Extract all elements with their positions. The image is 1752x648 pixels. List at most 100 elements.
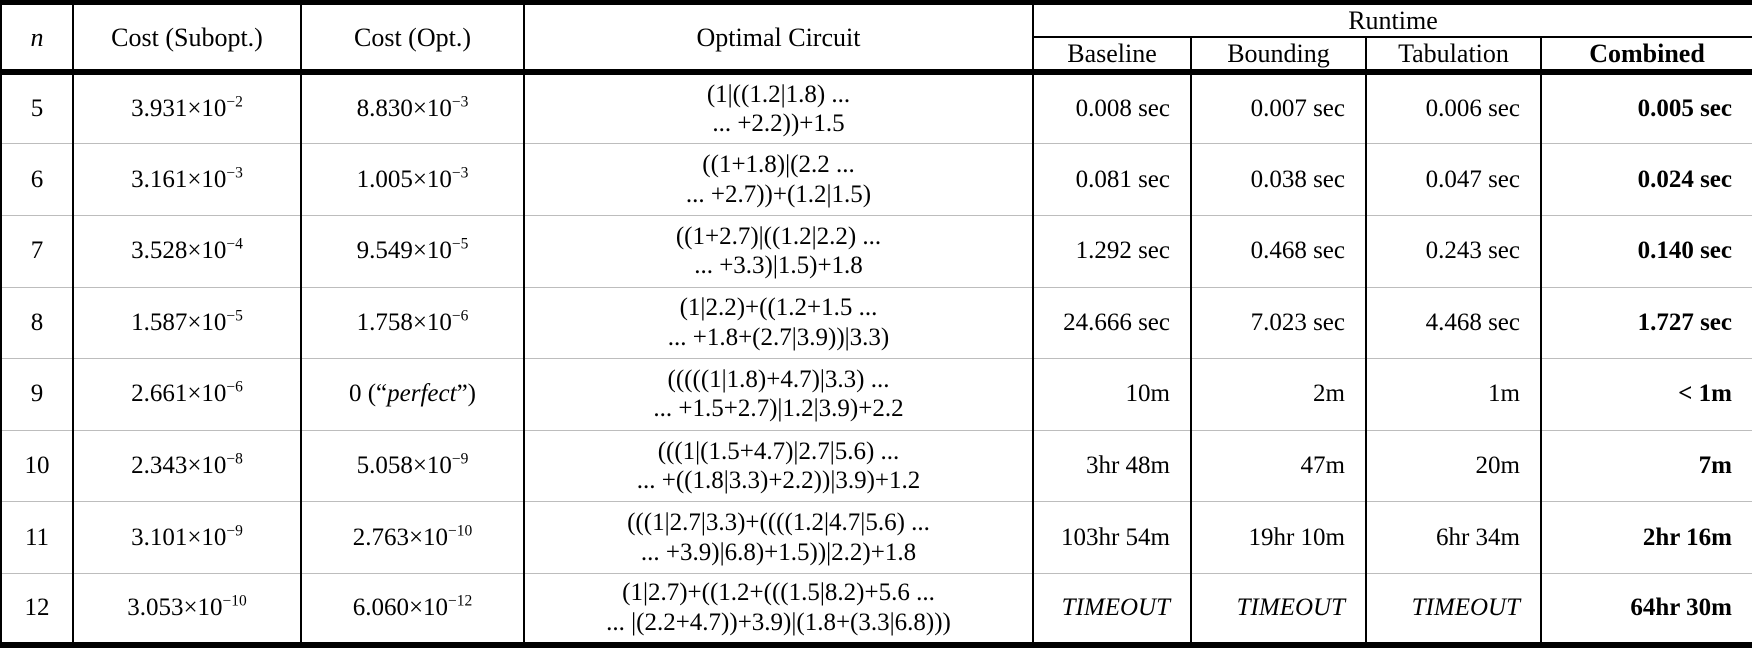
- cost-text: 1.005×10: [356, 165, 452, 193]
- cost-text: 2.661×10: [131, 380, 227, 408]
- cell-runtime-baseline: TIMEOUT: [1032, 572, 1192, 645]
- cell-runtime-tabulation: 0.047 sec: [1365, 143, 1542, 216]
- table-row: 11 3.101×10−9 2.763×10−10 (((1|2.7|3.3)+(((…: [0, 501, 1752, 574]
- cell-n: 10: [0, 429, 74, 502]
- circuit-line: (1|2.7)+((1.2+(((1.5|8.2)+5.6 ...: [622, 579, 935, 607]
- cell-runtime-bounding: 0.468 sec: [1190, 215, 1367, 288]
- table-row: 5 3.931×10−2 8.830×10−3 (1|((1.2|1.8) .....…: [0, 72, 1752, 144]
- cell-runtime-bounding: 7.023 sec: [1190, 286, 1367, 359]
- header-cost-suboptimal: Cost (Subopt.): [72, 2, 302, 76]
- cell-optimal-circuit: (1|2.2)+((1.2+1.5 ...... +1.8+(2.7|3.9))…: [523, 286, 1034, 359]
- exponent: −3: [226, 164, 243, 182]
- table-row: 12 3.053×10−10 6.060×10−12 (1|2.7)+((1.2+((…: [0, 572, 1752, 645]
- cell-cost-optimal: 1.005×10−3: [300, 143, 525, 216]
- cell-cost-suboptimal: 3.101×10−9: [72, 501, 302, 574]
- header-cost-optimal: Cost (Opt.): [300, 2, 525, 76]
- cost-text: perfect: [387, 380, 457, 408]
- cost-text: ”): [456, 380, 476, 408]
- header-group-row: n Cost (Subopt.) Cost (Opt.) Optimal Cir…: [0, 2, 1752, 76]
- exponent: −3: [451, 94, 469, 112]
- exponent: −3: [451, 164, 469, 182]
- header-runtime-combined: Combined: [1540, 37, 1752, 76]
- cell-runtime-combined: 1.727 sec: [1540, 286, 1752, 359]
- cell-n: 12: [0, 572, 74, 645]
- circuit-line: (((1|(1.5+4.7)|2.7|5.6) ...: [657, 437, 900, 465]
- cell-cost-suboptimal: 2.661×10−6: [72, 358, 302, 431]
- cost-text: 0 (“: [348, 380, 388, 408]
- header-runtime-bounding: Bounding: [1190, 37, 1367, 76]
- cell-runtime-baseline: 103hr 54m: [1032, 501, 1192, 574]
- cell-runtime-bounding: 2m: [1190, 358, 1367, 431]
- cell-optimal-circuit: (1|((1.2|1.8) ...... +2.2))+1.5: [523, 72, 1034, 144]
- circuit-line: ... +1.8+(2.7|3.9))|3.3): [667, 323, 890, 351]
- exponent: −6: [226, 379, 243, 397]
- circuit-line: ... +2.7))+(1.2|1.5): [685, 180, 872, 208]
- cell-runtime-combined: 64hr 30m: [1540, 572, 1752, 645]
- cell-runtime-combined: 7m: [1540, 429, 1752, 502]
- circuit-line: ... |(2.2+4.7))+3.9)|(1.8+(3.3|6.8))): [606, 608, 951, 636]
- cell-runtime-bounding: 19hr 10m: [1190, 501, 1367, 574]
- cost-text: 3.101×10: [131, 523, 227, 551]
- cell-runtime-bounding: 0.038 sec: [1190, 143, 1367, 216]
- cell-runtime-baseline: 24.666 sec: [1032, 286, 1192, 359]
- cell-runtime-tabulation: 4.468 sec: [1365, 286, 1542, 359]
- cell-n: 6: [0, 143, 74, 216]
- circuit-line: ((1+2.7)|((1.2|2.2) ...: [675, 222, 882, 250]
- cell-cost-optimal: 8.830×10−3: [300, 72, 525, 144]
- cell-runtime-bounding: 0.007 sec: [1190, 72, 1367, 144]
- cell-optimal-circuit: (((1|(1.5+4.7)|2.7|5.6) ...... +((1.8|3.…: [523, 429, 1034, 502]
- exponent: −8: [226, 450, 243, 468]
- header-runtime-group: Runtime: [1032, 2, 1752, 39]
- cell-cost-optimal: 5.058×10−9: [300, 429, 525, 502]
- cell-cost-suboptimal: 3.931×10−2: [72, 72, 302, 144]
- cell-runtime-combined: 0.024 sec: [1540, 143, 1752, 216]
- header-optimal-circuit: Optimal Circuit: [523, 2, 1034, 76]
- circuit-line: ... +1.5+2.7)|1.2|3.9)+2.2: [653, 395, 904, 423]
- table-row: 8 1.587×10−5 1.758×10−6 (1|2.2)+((1.2+1.5 .…: [0, 286, 1752, 359]
- cell-cost-suboptimal: 3.053×10−10: [72, 572, 302, 645]
- cell-cost-suboptimal: 3.161×10−3: [72, 143, 302, 216]
- cell-runtime-combined: 0.140 sec: [1540, 215, 1752, 288]
- cell-optimal-circuit: (((1|2.7|3.3)+((((1.2|4.7|5.6) ...... +3…: [523, 501, 1034, 574]
- circuit-line: (1|2.2)+((1.2+1.5 ...: [679, 294, 878, 322]
- table-row: 9 2.661×10−6 0 (“perfect”) (((((1|1.8)+4.7)…: [0, 358, 1752, 431]
- table-row: 7 3.528×10−4 9.549×10−5 ((1+2.7)|((1.2|2.2)…: [0, 215, 1752, 288]
- cell-runtime-baseline: 10m: [1032, 358, 1192, 431]
- circuit-line: (((1|2.7|3.3)+((((1.2|4.7|5.6) ...: [627, 509, 930, 537]
- cell-runtime-combined: 2hr 16m: [1540, 501, 1752, 574]
- cell-runtime-bounding: 47m: [1190, 429, 1367, 502]
- cell-cost-optimal: 2.763×10−10: [300, 501, 525, 574]
- cell-cost-optimal: 0 (“perfect”): [300, 358, 525, 431]
- cell-cost-optimal: 1.758×10−6: [300, 286, 525, 359]
- cell-optimal-circuit: (((((1|1.8)+4.7)|3.3) ...... +1.5+2.7)|1…: [523, 358, 1034, 431]
- circuit-line: ... +3.3)|1.5)+1.8: [694, 252, 863, 280]
- circuit-line: ... +2.2))+1.5: [712, 110, 845, 138]
- cost-text: 2.343×10: [131, 452, 227, 480]
- header-n: n: [0, 2, 74, 76]
- exponent: −5: [451, 235, 469, 253]
- cell-cost-optimal: 9.549×10−5: [300, 215, 525, 288]
- exponent: −4: [226, 235, 243, 253]
- cost-text: 1.758×10: [356, 308, 452, 336]
- cell-runtime-baseline: 3hr 48m: [1032, 429, 1192, 502]
- table-row: 10 2.343×10−8 5.058×10−9 (((1|(1.5+4.7)|2.7…: [0, 429, 1752, 502]
- cell-n: 11: [0, 501, 74, 574]
- circuit-line: ... +3.9)|6.8)+1.5))|2.2)+1.8: [640, 538, 917, 566]
- cost-text: 3.161×10: [131, 165, 227, 193]
- cell-runtime-combined: < 1m: [1540, 358, 1752, 431]
- cost-text: 5.058×10: [356, 452, 452, 480]
- cost-text: 2.763×10: [352, 523, 449, 551]
- cell-cost-suboptimal: 2.343×10−8: [72, 429, 302, 502]
- cost-text: 3.528×10: [131, 237, 227, 265]
- cell-runtime-baseline: 1.292 sec: [1032, 215, 1192, 288]
- cell-optimal-circuit: ((1+1.8)|(2.2 ...... +2.7))+(1.2|1.5): [523, 143, 1034, 216]
- header-runtime-tabulation: Tabulation: [1365, 37, 1542, 76]
- exponent: −9: [451, 450, 469, 468]
- cell-runtime-baseline: 0.008 sec: [1032, 72, 1192, 144]
- cost-text: 3.931×10: [131, 95, 227, 123]
- exponent: −10: [222, 592, 247, 610]
- cell-runtime-tabulation: 1m: [1365, 358, 1542, 431]
- cost-text: 8.830×10: [356, 95, 452, 123]
